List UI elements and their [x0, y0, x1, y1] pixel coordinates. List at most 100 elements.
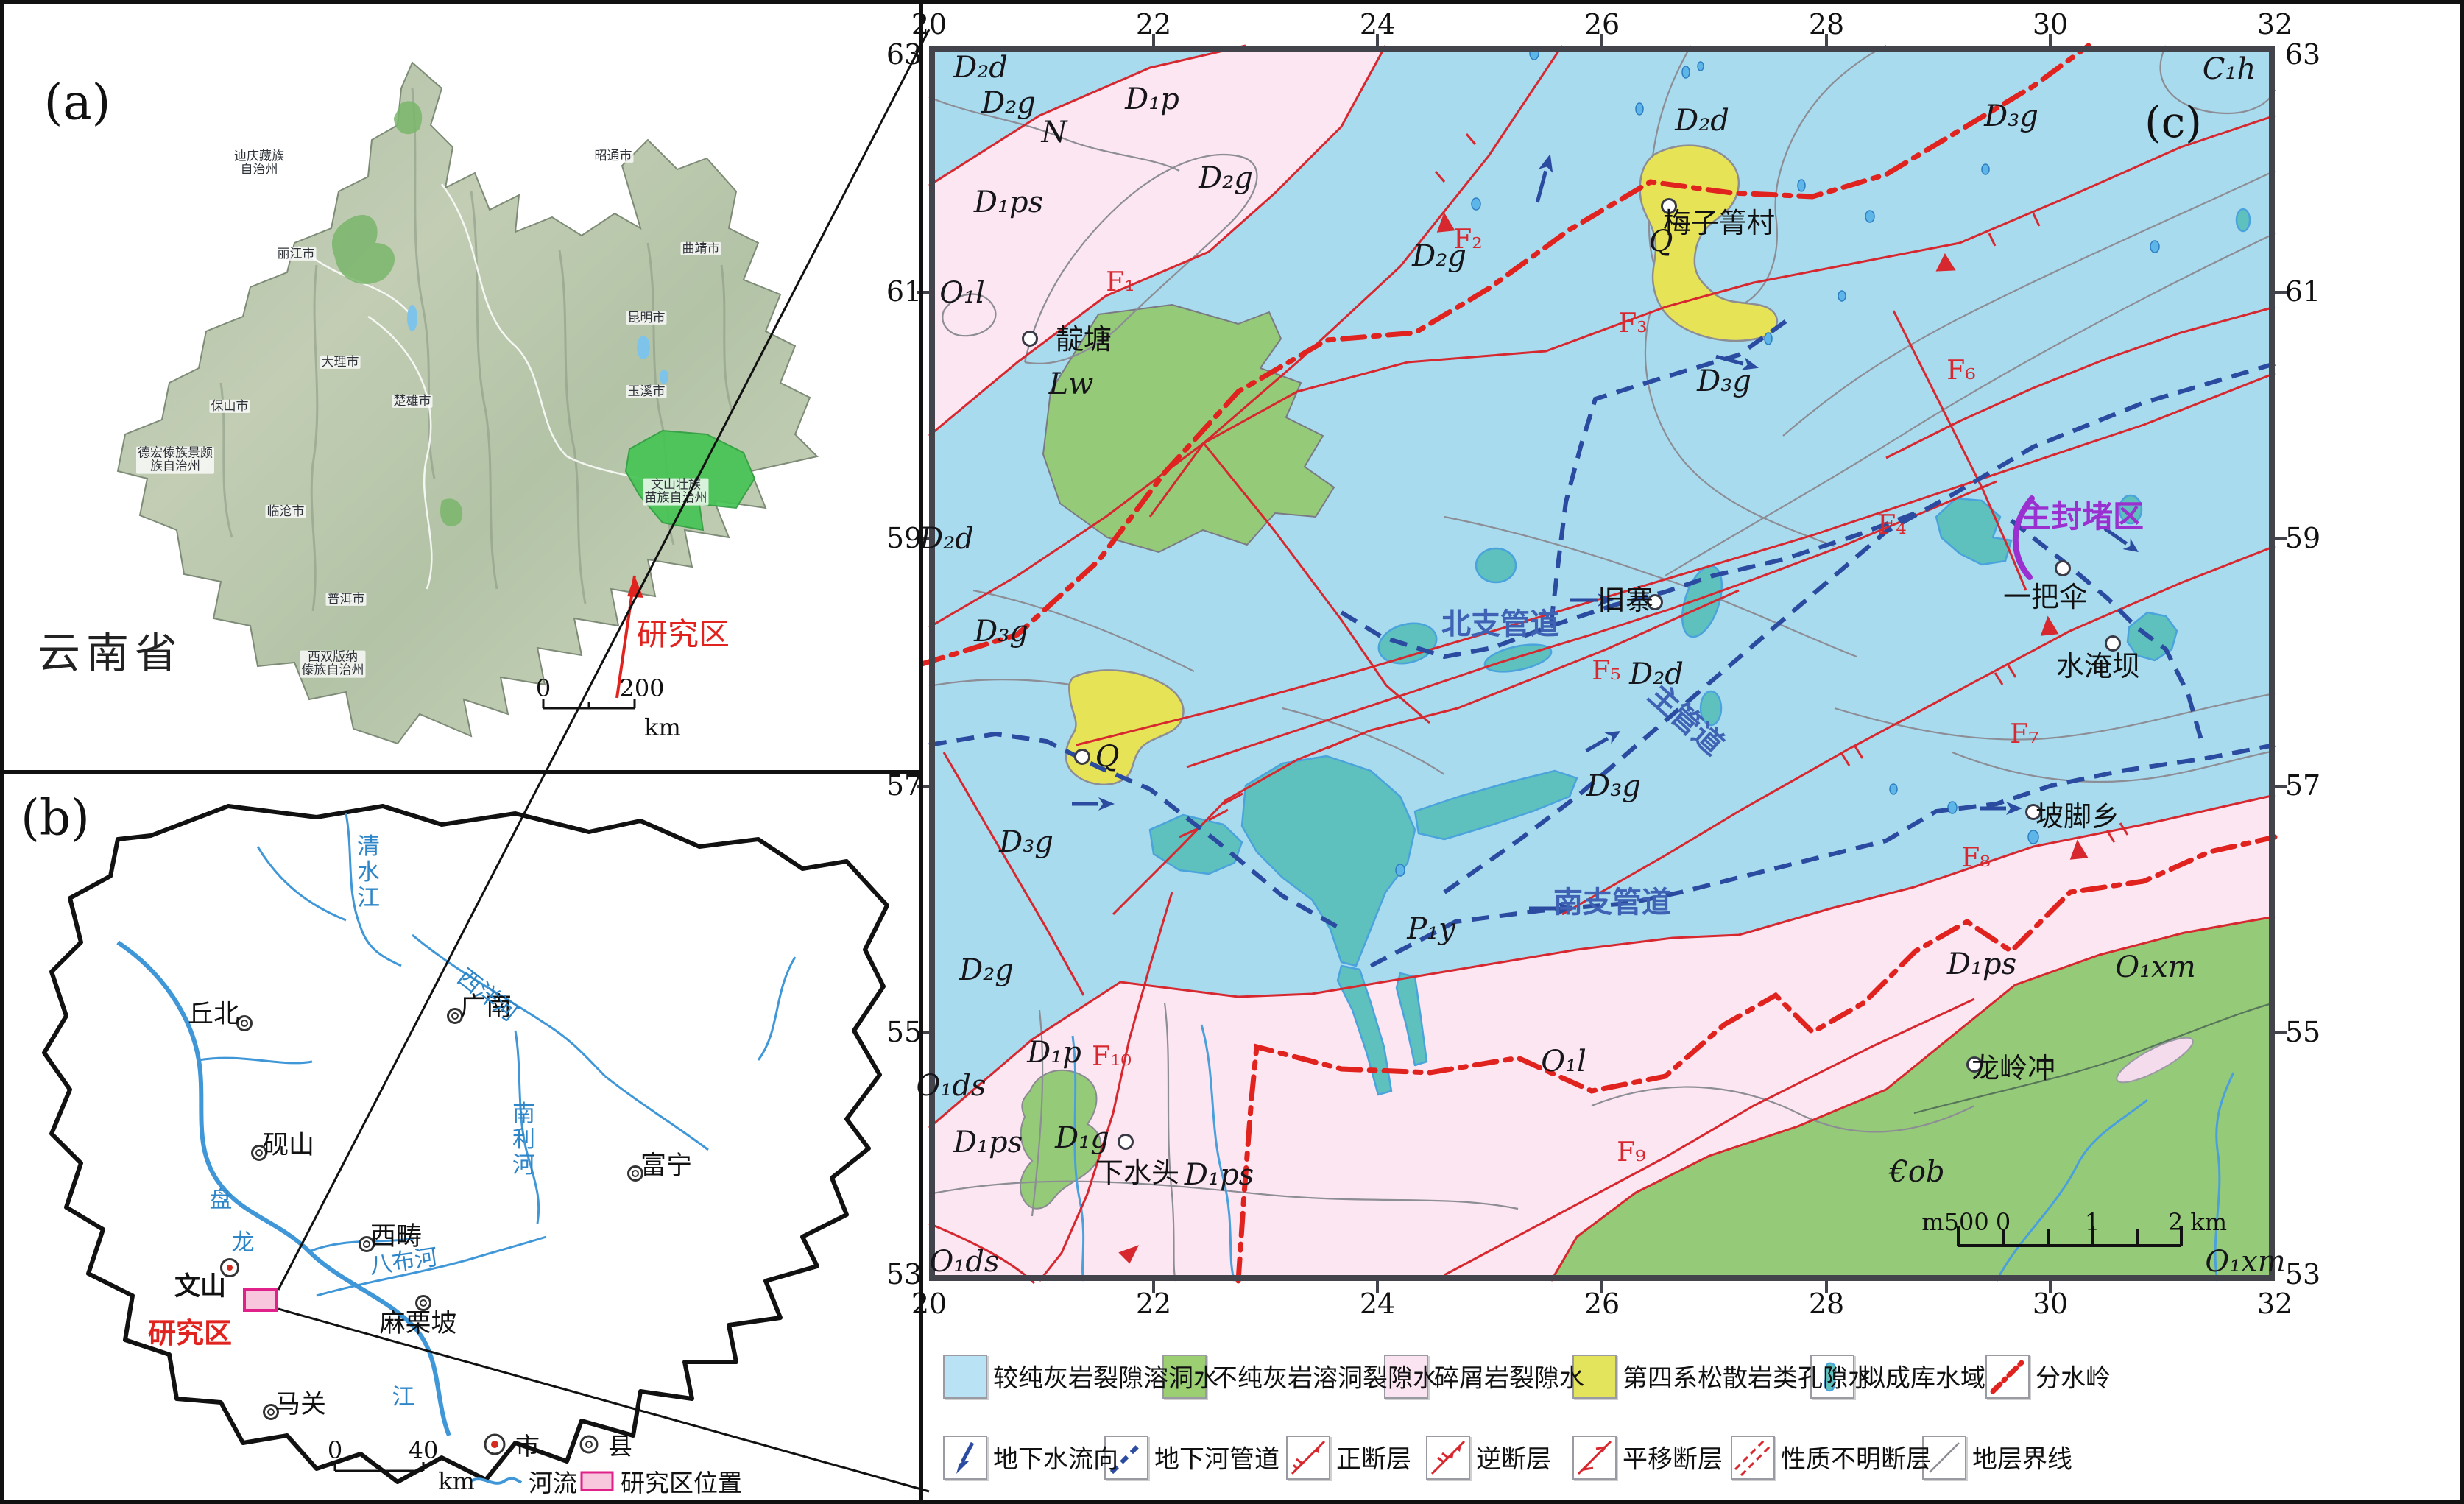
legend-label: 地层界线 — [1972, 1444, 2072, 1475]
stratum-label: D₂g — [1412, 239, 1466, 273]
fault-label: F₇ — [2010, 719, 2039, 750]
stratum-label: D₁ps — [1184, 1158, 1254, 1192]
axis-label-bottom: 32 — [2256, 1288, 2293, 1321]
city-label-b: 富宁 — [640, 1151, 693, 1181]
river-label-b: 南利河 — [508, 1101, 535, 1179]
legend-unknown-fault-icon — [1731, 1436, 1775, 1480]
place-label: 一把伞 — [2002, 581, 2088, 614]
stratum-label: D₃g — [1697, 364, 1751, 398]
axis-label-left: 55 — [886, 1016, 922, 1049]
place-label: 靛塘 — [1055, 323, 1112, 356]
stratum-label: D₃g — [974, 615, 1028, 649]
place-label: 坡脚乡 — [2035, 800, 2120, 833]
city-label-a: 昭通市 — [593, 148, 634, 163]
faults — [928, 44, 2276, 1285]
scalebar-c — [1957, 1226, 2183, 1247]
fault-label: F₆ — [1946, 356, 1976, 386]
axis-label-right: 61 — [2284, 275, 2321, 308]
axis-label-right: 59 — [2284, 522, 2321, 555]
settlement-circle-icon — [1022, 331, 1038, 347]
settlement-circle-icon — [1074, 749, 1090, 765]
scale-c-pre: m500 — [1921, 1208, 1989, 1236]
legend-swatch — [1162, 1355, 1207, 1399]
study-rect — [243, 1288, 278, 1312]
city-label-a: 保山市 — [209, 398, 250, 414]
axis-label-top: 26 — [1584, 8, 1620, 41]
axis-label-bottom: 30 — [2032, 1288, 2069, 1321]
axis-label-top: 30 — [2032, 8, 2069, 41]
legend-stratum-line-icon — [1922, 1436, 1966, 1480]
axis-label-left: 53 — [886, 1258, 922, 1291]
city-label-b: 丘北 — [187, 999, 240, 1029]
city-marker-star — [220, 1258, 239, 1277]
legend-swatch — [943, 1355, 987, 1399]
settlement-circle-icon — [1118, 1134, 1134, 1150]
axis-label-top: 24 — [1359, 8, 1396, 41]
panel-divider-vertical — [919, 0, 923, 1504]
reservoir-waters — [1148, 208, 2251, 1096]
city-label-b: 砚山 — [262, 1130, 315, 1160]
settlement-circle-icon — [1966, 1056, 1983, 1073]
study-area-label-a: 研究区 — [636, 615, 730, 652]
legend-label: 正断层 — [1336, 1444, 1411, 1475]
axis-label-bottom: 22 — [1135, 1288, 1172, 1321]
place-label: 水淹坝 — [2055, 650, 2141, 683]
scale-c-zero: 0 — [1995, 1208, 2011, 1236]
place-label: 龙岭冲 — [1971, 1052, 2056, 1085]
city-label-a: 玉溪市 — [626, 384, 667, 399]
axis-label-top: 28 — [1808, 8, 1845, 41]
stratum-label: D₁p — [1027, 1036, 1081, 1070]
axis-label-left: 63 — [886, 38, 922, 71]
stratum-label: O₁l — [1541, 1045, 1586, 1078]
province-label: 云南省 — [37, 628, 184, 679]
axis-label-top: 32 — [2256, 8, 2293, 41]
legend-flow-arrow-icon — [943, 1436, 987, 1480]
fault-label: F₉ — [1617, 1137, 1646, 1168]
settlement-circle-icon — [1647, 594, 1663, 610]
fault-label: F₁₀ — [1092, 1042, 1132, 1073]
basin-outline — [42, 804, 889, 1484]
stratum-label: O₁l — [939, 276, 985, 310]
legend-label: 较纯灰岩裂隙溶洞水 — [993, 1363, 1218, 1394]
legend-label: 分水岭 — [2036, 1363, 2111, 1394]
stratum-label: Q — [1095, 740, 1120, 774]
axis-label-right: 55 — [2284, 1016, 2321, 1049]
stratum-label: D₂d — [953, 51, 1008, 85]
flow-arrows — [1072, 154, 2139, 915]
scale-c-one: 1 — [2084, 1208, 2100, 1236]
fault-label: F₃ — [1618, 308, 1648, 339]
scale-a-max: 200 — [619, 674, 665, 702]
fault-label: F₄ — [1877, 510, 1907, 541]
axis-label-bottom: 24 — [1359, 1288, 1396, 1321]
legend-swatch — [1572, 1355, 1617, 1399]
county-marker-icon — [236, 1015, 253, 1031]
city-label-b: 马关 — [274, 1389, 327, 1419]
stratum-label: D₁ps — [973, 186, 1044, 219]
city-label-a: 丽江市 — [275, 246, 317, 261]
legend-strikeslip-fault-icon — [1572, 1436, 1617, 1480]
stratum-label: O₁ds — [929, 1245, 1000, 1279]
axis-label-bottom: 28 — [1808, 1288, 1845, 1321]
city-label-a: 文山壮族 苗族自治州 — [643, 477, 709, 506]
panel-c-tag: (c) — [2144, 97, 2202, 148]
legend-label: 性质不明断层 — [1781, 1444, 1931, 1475]
scale-a-zero: 0 — [535, 674, 551, 702]
stratum-label: N — [1041, 116, 1067, 149]
fault-ornaments — [1118, 133, 2129, 1264]
legend-label: 地下河管道 — [1154, 1444, 1279, 1475]
stratum-label: D₁ps — [1946, 947, 2017, 981]
axis-label-left: 59 — [886, 522, 922, 555]
stratum-label: D₁p — [1125, 82, 1179, 116]
axis-label-right: 53 — [2284, 1258, 2321, 1291]
panel-divider-horizontal — [4, 770, 923, 774]
panel-b-tag: (b) — [21, 789, 90, 847]
city-label-a: 临沧市 — [265, 504, 306, 519]
stratum-label: O₁xm — [2115, 950, 2196, 984]
settlement-circle-icon — [1661, 198, 1677, 214]
scale-b-unit: km — [438, 1467, 475, 1495]
city-label-a: 楚雄市 — [392, 393, 433, 409]
scale-a-unit: km — [644, 713, 681, 741]
legend-watershed-icon — [1985, 1355, 2030, 1399]
city-label-a: 迪庆藏族 自治州 — [233, 149, 286, 177]
stratum-label: D₂g — [981, 86, 1036, 120]
